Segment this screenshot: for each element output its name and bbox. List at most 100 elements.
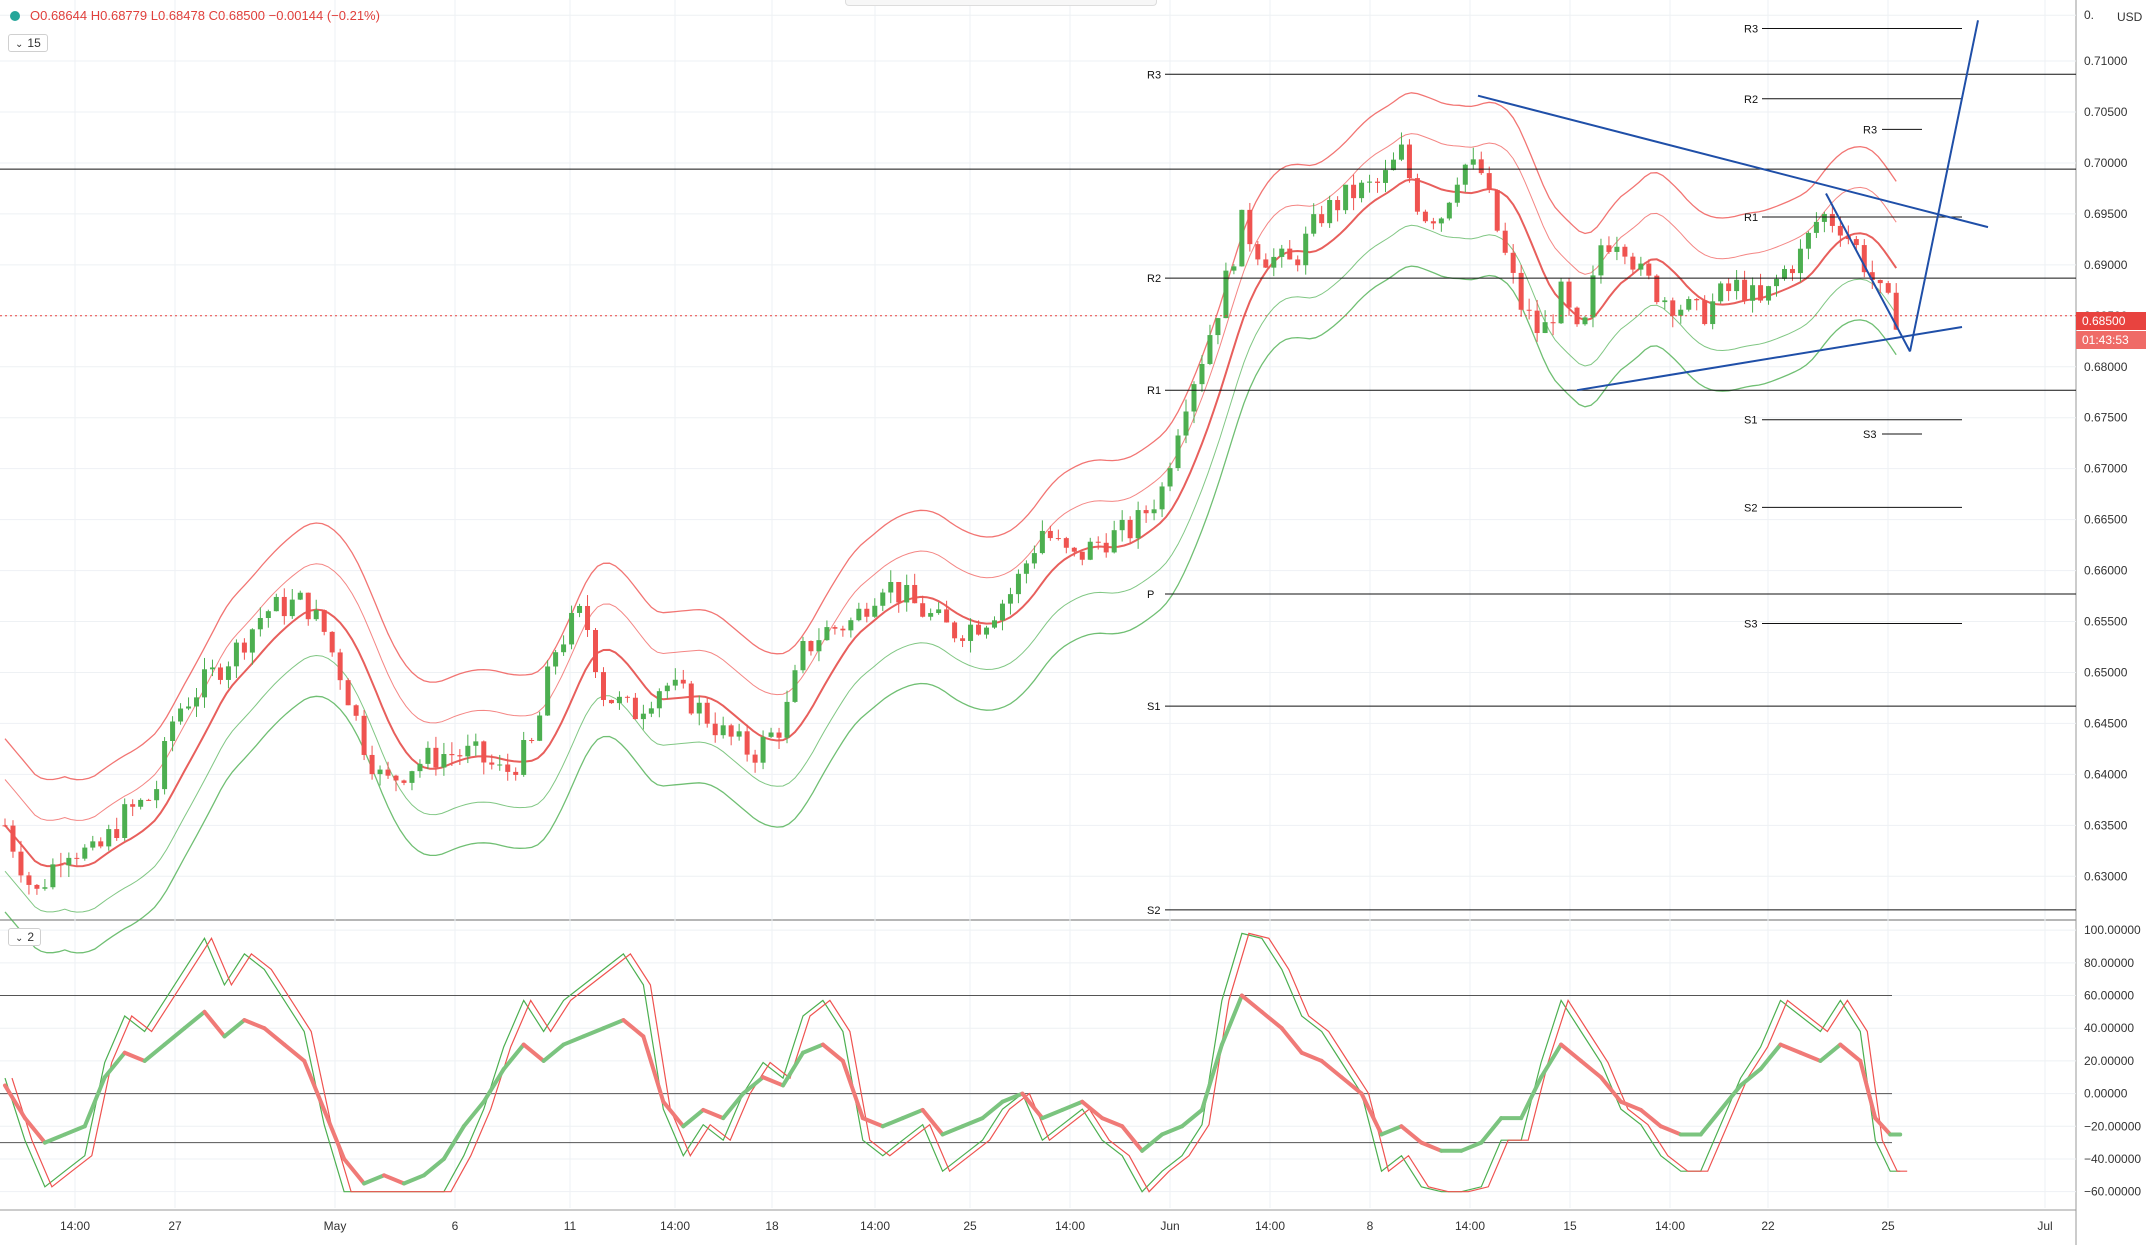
- oscillator-main-segment: [820, 1042, 845, 1063]
- candle-body: [217, 667, 223, 680]
- oscillator-main-segment: [102, 1050, 127, 1080]
- candle-body: [1877, 279, 1883, 284]
- oscillator-main-segment: [262, 1026, 287, 1047]
- candle-body: [225, 666, 231, 680]
- candle-body: [1654, 275, 1660, 303]
- time-tick-label: 18: [765, 1219, 779, 1233]
- candle-body: [1622, 246, 1628, 257]
- oscillator-main-segment: [42, 1132, 67, 1145]
- candle-body: [608, 699, 614, 704]
- candle-body: [457, 755, 463, 757]
- candle-body: [1678, 309, 1684, 316]
- pivot-level-label: S1: [1147, 701, 1160, 713]
- price-tick-label: 0.69500: [2084, 207, 2128, 221]
- interval-chip[interactable]: ⌄ 15: [8, 34, 48, 52]
- candle-body: [329, 631, 335, 653]
- candle-body: [569, 612, 575, 645]
- pivot-level-label: R1: [1147, 385, 1161, 397]
- currency-label[interactable]: USD: [2117, 10, 2143, 24]
- candle-body: [1430, 221, 1436, 224]
- oscillator-tick-label: 40.00000: [2084, 1021, 2134, 1035]
- candle-body: [960, 638, 966, 641]
- candle-body: [1670, 300, 1676, 316]
- candle-body: [106, 829, 112, 847]
- candle-body: [1502, 230, 1508, 253]
- candle-body: [800, 641, 806, 671]
- oscillator-main-segment: [900, 1107, 925, 1121]
- price-tick-label: 0.66000: [2084, 564, 2128, 578]
- candle-body: [1063, 538, 1069, 548]
- oscillator-main-segment: [1399, 1124, 1424, 1145]
- time-tick-label: 14:00: [1455, 1219, 1485, 1233]
- top-toolbar-stub[interactable]: [845, 0, 1157, 6]
- time-tick-label: 14:00: [60, 1219, 90, 1233]
- oscillator-chip[interactable]: ⌄ 2: [8, 928, 42, 946]
- oscillator-main-segment: [1718, 1083, 1743, 1112]
- candle-body: [138, 799, 144, 807]
- candle-body: [1590, 275, 1596, 318]
- candle-body: [936, 609, 942, 614]
- candle-body: [1079, 551, 1085, 560]
- time-tick-label: 25: [963, 1219, 977, 1233]
- candle-body: [545, 666, 551, 716]
- candle-body: [1750, 285, 1756, 301]
- candle-body: [1742, 279, 1748, 301]
- time-tick-label: 15: [1563, 1219, 1577, 1233]
- candle-body: [1351, 184, 1357, 199]
- oscillator-main-segment: [581, 1026, 606, 1039]
- pivot-level-label: R3: [1147, 69, 1161, 81]
- candle-body: [1853, 239, 1859, 246]
- candle-body: [792, 670, 798, 702]
- oscillator-main-segment: [1180, 1107, 1204, 1129]
- pivot-small-label: R3: [1863, 124, 1877, 136]
- candle-body: [425, 747, 431, 764]
- candle-body: [433, 747, 439, 768]
- candle-body: [1127, 519, 1133, 539]
- candle-body: [18, 851, 24, 876]
- candle-body: [1566, 281, 1572, 308]
- candle-body: [1630, 256, 1636, 270]
- time-tick-label: 14:00: [1655, 1219, 1685, 1233]
- candle-body: [34, 884, 40, 889]
- oscillator-main-segment: [1758, 1042, 1783, 1072]
- candle-body: [808, 641, 814, 652]
- candle-body: [513, 771, 519, 775]
- oscillator-main-segment: [401, 1173, 426, 1186]
- candle-body: [1558, 281, 1564, 324]
- candle-body: [1119, 519, 1125, 531]
- oscillator-main-segment: [302, 1058, 327, 1112]
- candle-body: [1702, 300, 1708, 325]
- candle-body: [82, 847, 88, 859]
- candle-body: [1215, 318, 1221, 336]
- oscillator-main-segment: [1618, 1099, 1643, 1112]
- trendline: [1576, 326, 1963, 392]
- candle-body: [1231, 266, 1237, 271]
- candle-body: [1542, 322, 1548, 334]
- oscillator-main-segment: [960, 1116, 985, 1129]
- oscillator-tick-label: 100.00000: [2084, 923, 2141, 937]
- candle-body: [1287, 248, 1293, 260]
- oscillator-main-segment: [1539, 1042, 1564, 1080]
- candle-body: [1319, 214, 1325, 224]
- candle-body: [1718, 283, 1724, 302]
- candle-body: [1406, 144, 1412, 179]
- candle-body: [704, 702, 710, 724]
- candle-body: [417, 763, 423, 772]
- candle-body: [952, 622, 958, 639]
- candle-body: [1638, 263, 1644, 270]
- oscillator-main-segment: [621, 1018, 646, 1039]
- candle-body: [1199, 363, 1205, 385]
- candle-body: [1805, 232, 1811, 249]
- candle-body: [265, 611, 271, 619]
- candle-body: [976, 624, 982, 635]
- time-tick-label: Jun: [1160, 1219, 1179, 1233]
- oscillator-tick-label: 60.00000: [2084, 989, 2134, 1003]
- candle-body: [1422, 211, 1428, 222]
- candle-body: [353, 705, 359, 716]
- pivot-level-label: R2: [1147, 273, 1161, 285]
- price-tick-label: 0.63000: [2084, 869, 2128, 883]
- oscillator-main-segment: [362, 1173, 387, 1186]
- candle-body: [1167, 468, 1173, 487]
